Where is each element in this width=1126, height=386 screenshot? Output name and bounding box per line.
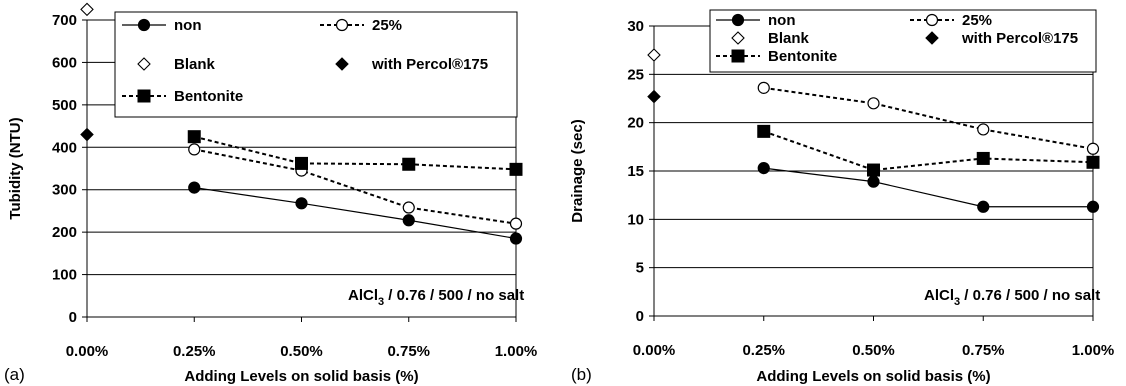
legend-label: 25% [372,17,402,34]
legend-box [709,9,1097,73]
y-tick-label: 600 [52,54,77,71]
series-line [763,86,1094,150]
data-point [977,200,990,213]
data-point [647,89,661,104]
y-tick-label: 20 [627,115,644,132]
data-point [402,201,415,214]
data-point [1086,142,1100,155]
y-tick-label: 700 [52,12,77,29]
data-point [402,214,415,227]
data-point [80,127,94,142]
y-tick-label: 0 [636,308,644,325]
x-tick-label: 0.25% [742,342,785,359]
data-point [80,2,94,17]
panel-label: (a) [4,365,25,384]
data-point [295,197,308,210]
y-axis-title: Drainage (sec) [569,119,586,222]
data-point [188,181,201,194]
data-point [187,130,201,144]
data-point [402,157,416,171]
y-tick-label: 25 [627,66,644,83]
data-point [1086,200,1100,213]
legend-marker [137,57,151,71]
data-point [509,232,523,245]
x-axis-title: Adding Levels on solid basis (%) [756,368,990,385]
legend-marker [731,31,745,45]
annotation-subscript: 3 [378,296,384,308]
annotation-main: AlCl [348,287,378,304]
data-point [976,151,990,165]
y-axis-title: Tubidity (NTU) [7,117,24,219]
annotation-rest: / 0.76 / 500 / no salt [960,287,1100,304]
y-tick-label: 200 [52,224,77,241]
legend-marker [137,89,151,103]
data-point [757,124,771,138]
y-tick-label: 300 [52,182,77,199]
x-tick-label: 1.00% [495,343,538,360]
y-tick-label: 10 [627,211,644,228]
x-axis-title: Adding Levels on solid basis (%) [184,368,418,385]
legend-marker [731,49,745,63]
legend-marker [925,31,939,45]
y-tick-label: 30 [627,18,644,35]
x-tick-label: 0.75% [387,343,430,360]
y-tick-label: 500 [52,97,77,114]
legend-label: 25% [962,12,992,29]
data-point [1086,155,1100,169]
legend-marker [925,13,939,27]
x-tick-label: 0.75% [962,342,1005,359]
data-point [867,97,880,110]
series-line [763,130,1094,172]
x-tick-label: 0.50% [852,342,895,359]
legend-label: Bentonite [768,48,837,65]
legend-label: non [768,12,796,29]
x-tick-label: 0.00% [633,342,676,359]
y-tick-label: 100 [52,267,77,284]
y-tick-label: 15 [627,163,644,180]
chart-panel-a: 0 100 200 300 400 500 600 700 0.00% 0.25% 0.50% 0.7… [4,2,538,385]
x-tick-label: 0.25% [173,343,216,360]
legend-label: Blank [768,30,810,47]
legend-box [114,11,518,118]
data-point [757,162,770,175]
legend-label: with Percol®175 [961,30,1078,47]
legend-label: non [174,17,202,34]
legend-marker [335,57,349,71]
legend-label: Bentonite [174,88,243,105]
legend-label: Blank [174,56,216,73]
data-point [867,175,880,188]
legend-label: with Percol®175 [371,56,488,73]
series-line [763,167,1093,208]
y-tick-label: 5 [636,260,644,277]
data-point [867,163,880,177]
data-point [509,217,523,230]
data-point [509,162,523,176]
annotation-main: AlCl [924,287,954,304]
annotation-rest: / 0.76 / 500 / no salt [384,287,524,304]
legend-marker [335,18,349,32]
data-point [977,123,990,136]
y-tick-label: 400 [52,139,77,156]
y-tick-label: 0 [69,309,77,326]
data-point [757,81,770,94]
legend-marker [137,18,151,32]
series-line [194,186,517,240]
condition-annotation: AlCl3 / 0.76 / 500 / no salt [348,287,524,308]
annotation-subscript: 3 [954,296,960,308]
series-line [194,148,517,225]
legend-marker [731,13,745,27]
x-tick-label: 1.00% [1072,342,1115,359]
data-point [188,143,201,156]
x-tick-label: 0.50% [280,343,323,360]
data-point [647,48,661,62]
chart-panel-b: 0 5 10 15 20 25 30 0.00% 0.25% 0.50% 0.75% 1.00% Add… [569,9,1115,385]
condition-annotation: AlCl3 / 0.76 / 500 / no salt [924,287,1100,308]
data-point [295,156,308,170]
series-line [194,135,517,171]
panel-label: (b) [571,365,592,384]
x-tick-label: 0.00% [66,343,109,360]
